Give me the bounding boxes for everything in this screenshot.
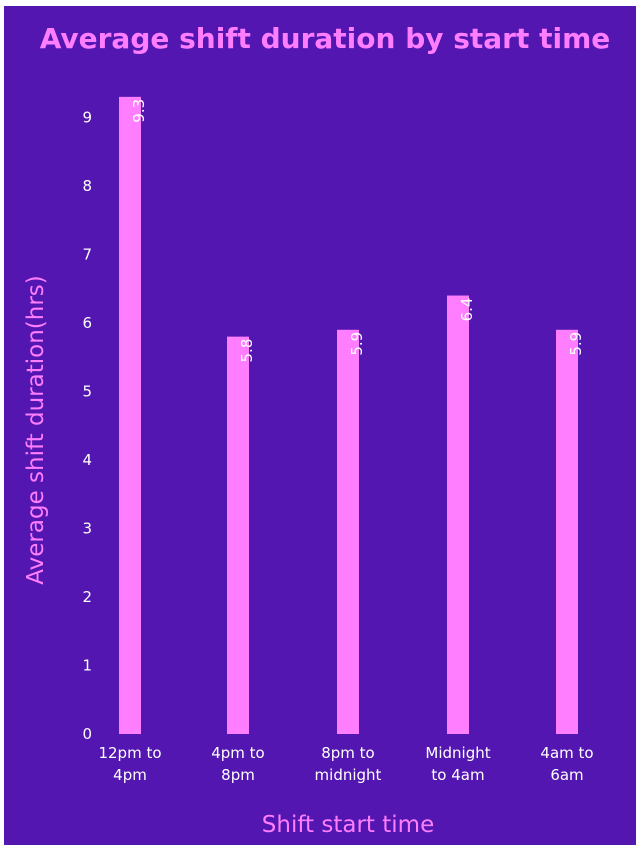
x-tick-label: Midnight [425,744,490,762]
x-tick-label: 8pm [221,766,255,784]
bar [227,336,249,734]
bars-group: 9.3 5.8 5.9 6.4 5.9 [119,96,585,734]
y-tick-label: 8 [82,177,92,195]
y-tick-label: 6 [82,314,92,332]
bar [556,329,578,734]
data-label: 9.3 [130,99,148,123]
chart-title: Average shift duration by start time [40,22,611,55]
y-axis-title: Average shift duration(hrs) [23,275,49,584]
x-tick-label: 12pm to [98,744,161,762]
x-tick-label: 8pm to [321,744,375,762]
chart-frame: Average shift duration by start time Shi… [4,6,636,845]
data-label: 5.9 [348,332,366,356]
x-tick-label: 4pm [113,766,147,784]
y-tick-label: 5 [82,382,92,400]
data-label: 6.4 [458,298,476,322]
bar [447,295,469,734]
x-axis-ticks: 12pm to 4pm 4pm to 8pm 8pm to midnight Midnigh… [98,744,593,784]
y-tick-label: 2 [82,588,92,606]
bar [119,96,141,734]
x-tick-label: 6am [550,766,583,784]
y-tick-label: 1 [82,656,92,674]
x-tick-label: midnight [315,766,382,784]
y-axis-ticks: 0 1 2 3 4 5 6 7 8 9 [82,108,92,743]
y-tick-label: 9 [82,108,92,126]
bar-chart: Average shift duration by start time Shi… [23,22,611,838]
data-label: 5.9 [567,332,585,356]
y-tick-label: 7 [82,245,92,263]
bar [337,329,359,734]
x-tick-label: 4pm to [211,744,265,762]
x-axis-title: Shift start time [262,812,434,838]
y-tick-label: 3 [82,519,92,537]
x-tick-label: to 4am [431,766,484,784]
y-tick-label: 4 [82,451,92,469]
data-label: 5.8 [238,339,256,363]
x-tick-label: 4am to [540,744,593,762]
y-tick-label: 0 [82,725,92,743]
